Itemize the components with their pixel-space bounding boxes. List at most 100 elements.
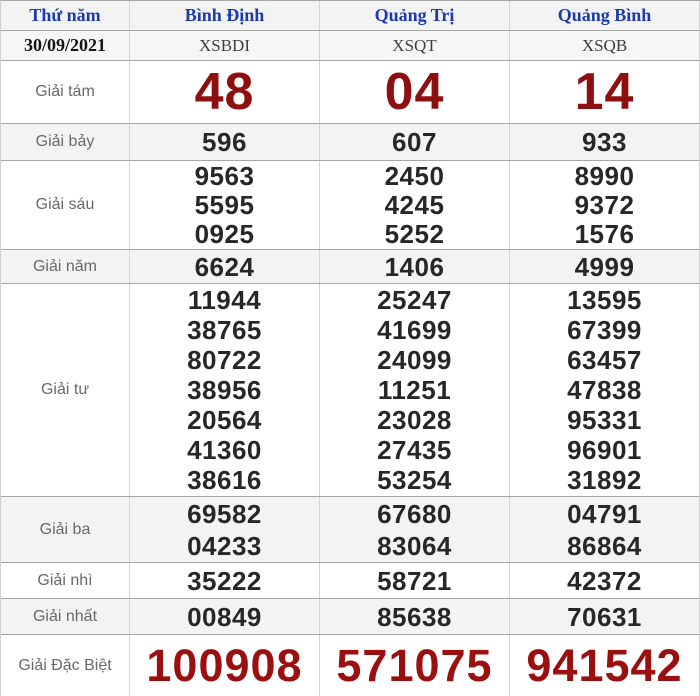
table-date-row: 30/09/2021 XSBDI XSQT XSQB (1, 31, 699, 61)
prize-cell: 1406 (319, 250, 509, 283)
prize-number: 67680 (377, 498, 452, 529)
header-province-quang-binh: Quảng Bình (509, 1, 699, 30)
prize-label: Giải tư (40, 381, 90, 398)
prize-number: 13595 (567, 285, 642, 315)
prize-cell: 9563 5595 0925 (129, 161, 319, 249)
prize-cell: 85638 (319, 599, 509, 634)
prize-cell: 607 (319, 124, 509, 160)
prize-number: 63457 (567, 345, 642, 375)
prize-number: 607 (392, 127, 437, 157)
prize-label: Giải sáu (35, 196, 95, 213)
prize-number: 9563 (194, 161, 255, 191)
prize-number: 0925 (194, 218, 255, 249)
prize-cell: 13595 67399 63457 47838 95331 96901 3189… (509, 284, 699, 496)
day-label[interactable]: Thứ năm (29, 5, 101, 25)
prize-number: 00849 (187, 601, 262, 632)
prize-number: 9372 (574, 189, 635, 220)
prize-number: 571075 (336, 640, 493, 691)
prize-label-cell: Giải năm (1, 250, 129, 283)
prize-number: 6624 (194, 251, 255, 282)
prize-label: Giải nhất (32, 607, 98, 625)
prize-label-cell: Giải tư (1, 284, 129, 496)
header-province-binh-dinh: Bình Định (129, 1, 319, 30)
prize-cell: 571075 (319, 635, 509, 696)
province-link[interactable]: Quảng Trị (374, 5, 455, 25)
station-code: XSQT (392, 35, 437, 55)
prize-label: Giải ba (39, 520, 91, 538)
prize-cell: 00849 (129, 599, 319, 634)
prize-number: 41699 (377, 315, 452, 345)
prize-row-giai-sau: Giải sáu 9563 5595 0925 2450 4245 5252 8… (1, 161, 699, 250)
prize-number: 941542 (526, 640, 683, 691)
prize-cell: 35222 (129, 563, 319, 598)
prize-number: 38956 (187, 375, 262, 405)
prize-cell: 4999 (509, 250, 699, 283)
prize-number: 69582 (187, 498, 262, 529)
draw-date: 30/09/2021 (23, 35, 106, 55)
date-cell: 30/09/2021 (1, 31, 129, 60)
code-cell-xsqt: XSQT (319, 31, 509, 60)
prize-number: 96901 (567, 435, 642, 465)
prize-cell: 100908 (129, 635, 319, 696)
code-cell-xsbdi: XSBDI (129, 31, 319, 60)
prize-number: 25247 (377, 285, 452, 315)
prize-number: 2450 (384, 161, 445, 191)
prize-label: Giải nhì (37, 571, 93, 589)
prize-number: 23028 (377, 405, 452, 435)
prize-number: 11944 (187, 285, 262, 315)
prize-cell: 04 (319, 61, 509, 123)
prize-number: 8990 (574, 161, 635, 191)
prize-cell: 69582 04233 (129, 497, 319, 562)
prize-number: 933 (582, 127, 627, 157)
prize-label-cell: Giải nhì (1, 563, 129, 598)
prize-cell: 25247 41699 24099 11251 23028 27435 5325… (319, 284, 509, 496)
header-province-quang-tri: Quảng Trị (319, 1, 509, 30)
prize-number: 47838 (567, 375, 642, 405)
table-header-row: Thứ năm Bình Định Quảng Trị Quảng Bình (1, 1, 699, 31)
prize-cell: 941542 (509, 635, 699, 696)
prize-number: 14 (574, 63, 635, 121)
province-link[interactable]: Quảng Bình (557, 5, 652, 25)
station-code: XSBDI (198, 35, 250, 55)
prize-row-giai-nhat: Giải nhất 00849 85638 70631 (1, 599, 699, 635)
prize-number: 95331 (567, 405, 642, 435)
prize-number: 100908 (146, 640, 303, 691)
prize-number: 04233 (187, 530, 262, 561)
prize-number: 596 (202, 127, 247, 157)
prize-label: Giải tám (35, 83, 95, 100)
prize-number: 42372 (567, 565, 642, 596)
prize-number: 67399 (567, 315, 642, 345)
prize-number: 24099 (377, 345, 452, 375)
prize-cell: 2450 4245 5252 (319, 161, 509, 249)
prize-label: Giải Đặc Biệt (18, 656, 112, 674)
prize-row-giai-nam: Giải năm 6624 1406 4999 (1, 250, 699, 284)
prize-number: 4999 (574, 251, 635, 282)
prize-row-giai-tam: Giải tám 48 04 14 (1, 61, 699, 124)
prize-label-cell: Giải Đặc Biệt (1, 635, 129, 696)
prize-cell: 6624 (129, 250, 319, 283)
prize-number: 35222 (187, 565, 262, 596)
prize-number: 58721 (377, 565, 452, 596)
prize-cell: 04791 86864 (509, 497, 699, 562)
prize-number: 5595 (194, 189, 255, 220)
prize-cell: 58721 (319, 563, 509, 598)
code-cell-xsqb: XSQB (509, 31, 699, 60)
prize-cell: 70631 (509, 599, 699, 634)
prize-label: Giải năm (32, 257, 98, 275)
prize-cell: 14 (509, 61, 699, 123)
prize-number: 70631 (567, 601, 642, 632)
prize-label-cell: Giải tám (1, 61, 129, 123)
prize-number: 38616 (187, 465, 262, 495)
prize-label-cell: Giải bảy (1, 124, 129, 160)
prize-number: 86864 (567, 530, 642, 561)
prize-number: 11251 (377, 375, 452, 405)
prize-number: 1406 (384, 251, 445, 282)
prize-cell: 8990 9372 1576 (509, 161, 699, 249)
prize-number: 48 (194, 63, 255, 121)
province-link[interactable]: Bình Định (184, 5, 265, 25)
prize-cell: 933 (509, 124, 699, 160)
prize-number: 41360 (187, 435, 262, 465)
prize-label-cell: Giải ba (1, 497, 129, 562)
station-code: XSQB (581, 35, 628, 55)
